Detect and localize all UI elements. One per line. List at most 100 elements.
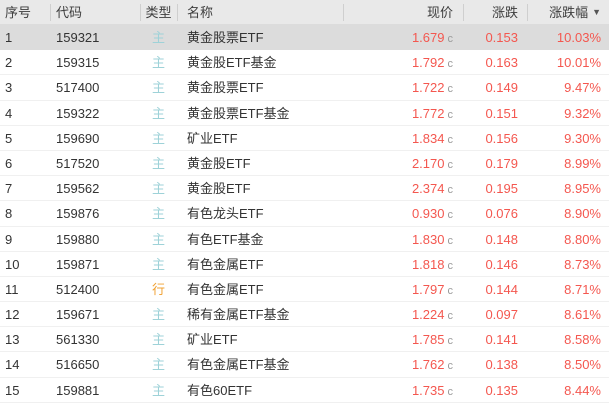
cell-index: 8	[5, 206, 13, 222]
cell-price: 1.818 c	[343, 252, 463, 276]
table-row[interactable]: 7 159562 主 黄金股ETF 2.374 c 0.195 8.95%	[0, 176, 609, 202]
table-row[interactable]: 1 159321 主 黄金股票ETF 1.679 c 0.153 10.03%	[0, 25, 609, 51]
price-value: 2.170	[411, 155, 445, 171]
type-badge-main-icon: 主	[151, 55, 165, 71]
cell-percent: 8.71%	[564, 281, 601, 297]
table-row[interactable]: 10 159871 主 有色金属ETF 1.818 c 0.146 8.73%	[0, 251, 609, 277]
cell-change: 0.135	[485, 382, 518, 398]
cell-name: 矿业ETF	[187, 130, 238, 146]
table-row[interactable]: 9 159880 主 有色ETF基金 1.830 c 0.148 8.80%	[0, 226, 609, 252]
cell-type: 主	[140, 227, 177, 251]
column-header-change[interactable]: 涨跌	[463, 0, 527, 25]
price-unit-label: c	[447, 284, 454, 297]
table-row[interactable]: 14 516650 主 有色金属ETF基金 1.762 c 0.138 8.50%	[0, 352, 609, 378]
cell-type: 主	[140, 201, 177, 225]
table-row[interactable]: 2 159315 主 黄金股ETF基金 1.792 c 0.163 10.01%	[0, 50, 609, 76]
cell-name: 有色金属ETF基金	[187, 357, 290, 373]
table-row[interactable]: 3 517400 主 黄金股票ETF 1.722 c 0.149 9.47%	[0, 75, 609, 101]
type-badge-main-icon: 主	[151, 307, 165, 323]
cell-name: 有色ETF基金	[187, 231, 264, 247]
price-value: 1.224	[411, 307, 445, 323]
cell-price: 1.785 c	[343, 327, 463, 351]
cell-type: 主	[140, 327, 177, 351]
table-row[interactable]: 15 159881 主 有色60ETF 1.735 c 0.135 8.44%	[0, 377, 609, 403]
type-badge-main-icon: 主	[151, 181, 165, 197]
cell-index: 7	[5, 181, 13, 197]
table-row[interactable]: 6 517520 主 黄金股ETF 2.170 c 0.179 8.99%	[0, 150, 609, 177]
column-header-type[interactable]: 类型	[140, 0, 177, 25]
cell-price: 1.792 c	[343, 50, 463, 74]
price-value: 0.930	[411, 206, 445, 222]
cell-price: 1.722 c	[343, 75, 463, 99]
cell-type: 主	[140, 352, 177, 376]
cell-index: 13	[5, 332, 20, 348]
type-badge-main-icon: 主	[151, 206, 165, 222]
column-header-percent-label: 涨跌幅	[549, 4, 589, 20]
cell-type: 主	[140, 252, 177, 276]
table-row[interactable]: 11 512400 行 有色金属ETF 1.797 c 0.144 8.71%	[0, 276, 609, 303]
table-row[interactable]: 5 159690 主 矿业ETF 1.834 c 0.156 9.30%	[0, 125, 609, 151]
cell-index: 3	[5, 80, 13, 96]
cell-code: 159690	[56, 130, 100, 146]
price-unit-label: c	[447, 58, 454, 71]
cell-index: 10	[5, 256, 20, 272]
cell-price: 1.772 c	[343, 101, 463, 125]
price-unit-label: c	[447, 360, 454, 373]
type-badge-hang-icon: 行	[151, 281, 165, 297]
table-row[interactable]: 4 159322 主 黄金股票ETF基金 1.772 c 0.151 9.32%	[0, 100, 609, 126]
cell-price: 1.834 c	[343, 126, 463, 150]
type-badge-main-icon: 主	[151, 105, 165, 121]
price-value: 1.834	[411, 130, 445, 146]
table-row[interactable]: 13 561330 主 矿业ETF 1.785 c 0.141 8.58%	[0, 327, 609, 353]
cell-code: 159322	[56, 105, 100, 121]
type-badge-main-icon: 主	[151, 80, 165, 96]
price-unit-label: c	[447, 83, 454, 96]
cell-name: 有色金属ETF	[187, 281, 264, 297]
price-value: 1.830	[411, 231, 445, 247]
price-unit-label: c	[447, 33, 454, 45]
column-header-price[interactable]: 现价	[343, 0, 463, 25]
price-value: 1.762	[411, 357, 445, 373]
column-header-code[interactable]: 代码	[50, 0, 140, 25]
cell-type: 主	[140, 101, 177, 125]
table-row[interactable]: 8 159876 主 有色龙头ETF 0.930 c 0.076 8.90%	[0, 201, 609, 227]
column-header-index[interactable]: 序号	[5, 4, 32, 20]
cell-type: 主	[140, 378, 177, 402]
cell-price: 1.735 c	[343, 378, 463, 402]
price-unit-label: c	[447, 184, 454, 197]
cell-type: 主	[140, 75, 177, 99]
type-badge-main-icon: 主	[151, 256, 165, 272]
cell-price: 2.374 c	[343, 176, 463, 200]
cell-percent: 10.01%	[556, 55, 601, 71]
type-badge-main-icon: 主	[151, 382, 165, 398]
column-header-name[interactable]: 名称	[177, 0, 343, 25]
price-value: 2.374	[411, 181, 445, 197]
cell-type: 主	[140, 302, 177, 326]
cell-percent: 8.58%	[564, 332, 601, 348]
column-header-percent[interactable]: 涨跌幅 ▼	[527, 0, 609, 25]
type-badge-main-icon: 主	[151, 30, 165, 45]
cell-code: 159876	[56, 206, 100, 222]
cell-code: 512400	[56, 281, 100, 297]
cell-code: 516650	[56, 357, 100, 373]
cell-percent: 9.30%	[564, 130, 601, 146]
cell-percent: 8.95%	[564, 181, 601, 197]
price-unit-label: c	[447, 209, 454, 222]
cell-code: 159871	[56, 256, 100, 272]
cell-percent: 8.44%	[564, 382, 601, 398]
price-unit-label: c	[447, 259, 454, 272]
cell-percent: 9.47%	[564, 80, 601, 96]
sort-desc-icon[interactable]: ▼	[592, 6, 601, 17]
cell-name: 有色60ETF	[187, 382, 253, 398]
cell-type: 主	[140, 50, 177, 74]
price-value: 1.679	[411, 30, 445, 45]
table-row[interactable]: 12 159671 主 稀有金属ETF基金 1.224 c 0.097 8.61%	[0, 302, 609, 328]
cell-change: 0.138	[485, 357, 518, 373]
cell-type: 主	[140, 176, 177, 200]
cell-index: 2	[5, 55, 13, 71]
price-unit-label: c	[447, 133, 454, 146]
cell-percent: 8.61%	[564, 307, 601, 323]
table-header-row: 序号 代码 类型 名称 现价 涨跌 涨跌幅 ▼	[0, 0, 609, 25]
cell-percent: 8.50%	[564, 357, 601, 373]
cell-name: 黄金股票ETF基金	[187, 105, 290, 121]
